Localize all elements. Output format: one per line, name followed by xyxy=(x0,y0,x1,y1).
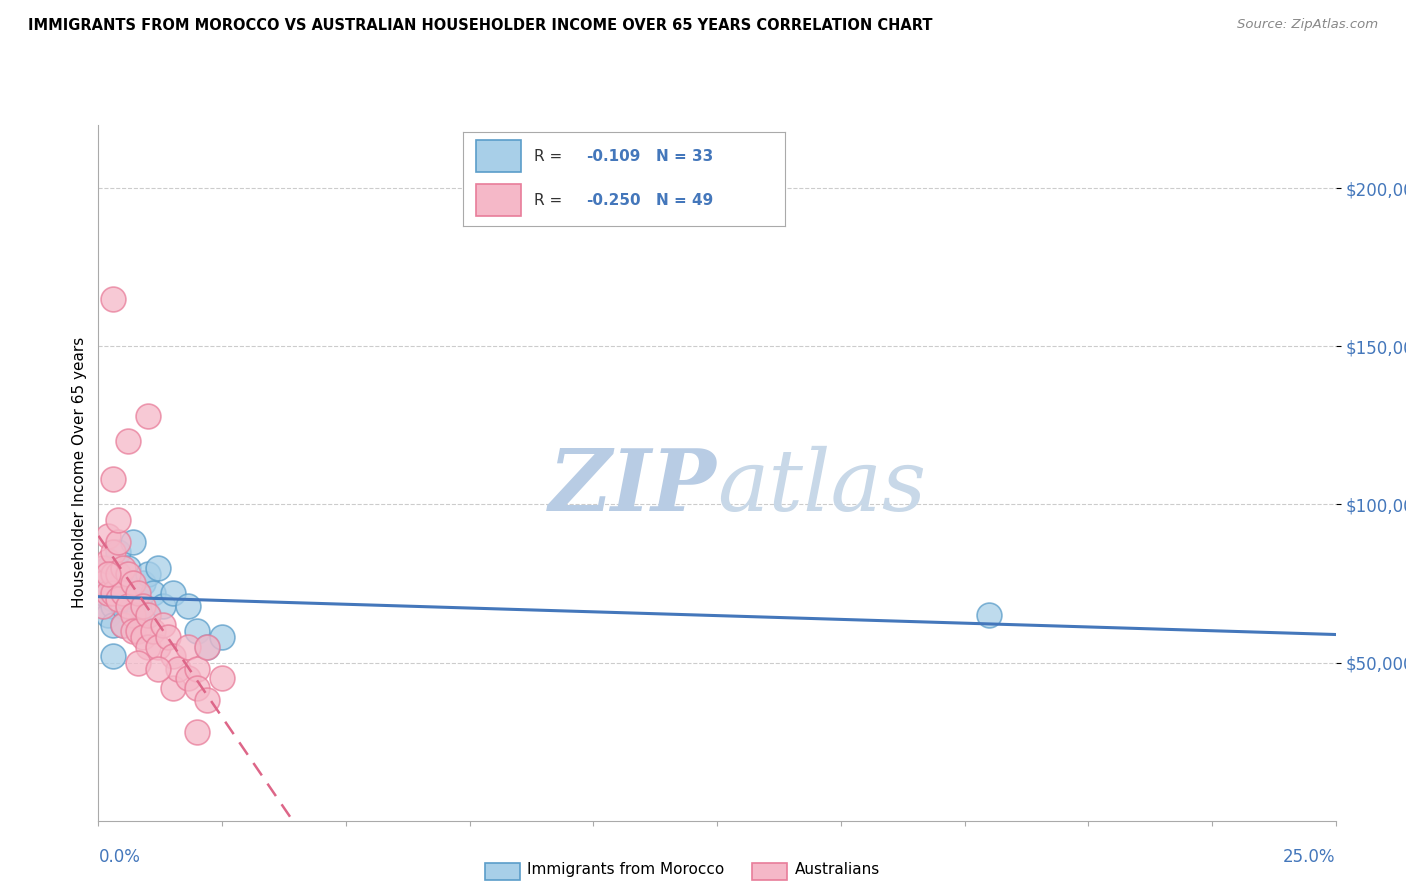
Text: ZIP: ZIP xyxy=(550,445,717,528)
Point xyxy=(97,554,120,568)
Point xyxy=(107,513,129,527)
Point xyxy=(162,681,184,695)
Point xyxy=(146,662,169,676)
Point xyxy=(103,599,125,613)
Point xyxy=(152,617,174,632)
Point xyxy=(117,599,139,613)
Text: 0.0%: 0.0% xyxy=(98,848,141,866)
Point xyxy=(211,630,233,644)
Point xyxy=(122,535,145,549)
Point xyxy=(107,545,129,559)
Point xyxy=(103,472,125,486)
Point xyxy=(93,576,115,591)
Point xyxy=(103,592,125,607)
Text: Source: ZipAtlas.com: Source: ZipAtlas.com xyxy=(1237,18,1378,31)
Point xyxy=(93,599,115,613)
Point xyxy=(127,592,149,607)
Point xyxy=(132,630,155,644)
Point xyxy=(107,566,129,581)
Point xyxy=(979,608,1001,623)
Point xyxy=(132,599,155,613)
Point xyxy=(127,624,149,638)
Point xyxy=(195,693,218,707)
Text: atlas: atlas xyxy=(717,445,927,528)
Point xyxy=(136,640,159,654)
Point xyxy=(162,649,184,664)
Point xyxy=(176,599,198,613)
Point xyxy=(107,586,129,600)
Text: Immigrants from Morocco: Immigrants from Morocco xyxy=(527,863,724,877)
Point xyxy=(186,725,208,739)
Point xyxy=(97,560,120,574)
Text: 25.0%: 25.0% xyxy=(1284,848,1336,866)
Point xyxy=(97,586,120,600)
Point xyxy=(107,535,129,549)
Point xyxy=(195,640,218,654)
Point xyxy=(103,566,125,581)
Point xyxy=(186,662,208,676)
Point xyxy=(132,576,155,591)
Point xyxy=(211,671,233,685)
Point xyxy=(122,576,145,591)
Point xyxy=(195,640,218,654)
Point xyxy=(186,681,208,695)
Point xyxy=(117,434,139,449)
Point xyxy=(97,529,120,543)
Point xyxy=(122,576,145,591)
Point xyxy=(166,662,188,676)
Point xyxy=(162,586,184,600)
Point xyxy=(112,617,135,632)
Point xyxy=(103,617,125,632)
Point xyxy=(127,656,149,670)
Point xyxy=(142,586,165,600)
Point xyxy=(97,608,120,623)
Point xyxy=(103,292,125,306)
Y-axis label: Householder Income Over 65 years: Householder Income Over 65 years xyxy=(72,337,87,608)
Point xyxy=(112,560,135,574)
Point xyxy=(176,640,198,654)
Point xyxy=(136,566,159,581)
Point xyxy=(117,560,139,574)
Point xyxy=(122,624,145,638)
Point xyxy=(142,624,165,638)
Point xyxy=(107,566,129,581)
Point xyxy=(127,586,149,600)
Point xyxy=(136,608,159,623)
Point xyxy=(93,586,115,600)
Point xyxy=(156,630,179,644)
Point xyxy=(122,608,145,623)
Point xyxy=(146,640,169,654)
Point xyxy=(176,671,198,685)
Point xyxy=(146,560,169,574)
Point xyxy=(97,566,120,581)
Text: IMMIGRANTS FROM MOROCCO VS AUSTRALIAN HOUSEHOLDER INCOME OVER 65 YEARS CORRELATI: IMMIGRANTS FROM MOROCCO VS AUSTRALIAN HO… xyxy=(28,18,932,33)
Point xyxy=(136,608,159,623)
Point xyxy=(186,624,208,638)
Text: Australians: Australians xyxy=(794,863,880,877)
Point xyxy=(103,649,125,664)
Point xyxy=(127,608,149,623)
Point xyxy=(112,576,135,591)
Point xyxy=(93,599,115,613)
Point xyxy=(112,617,135,632)
Point xyxy=(93,560,115,574)
Point xyxy=(112,599,135,613)
Point xyxy=(117,592,139,607)
Point xyxy=(97,576,120,591)
Point xyxy=(117,566,139,581)
Point xyxy=(112,586,135,600)
Point xyxy=(103,545,125,559)
Point xyxy=(136,409,159,423)
Point xyxy=(103,586,125,600)
Point xyxy=(107,592,129,607)
Point xyxy=(152,599,174,613)
